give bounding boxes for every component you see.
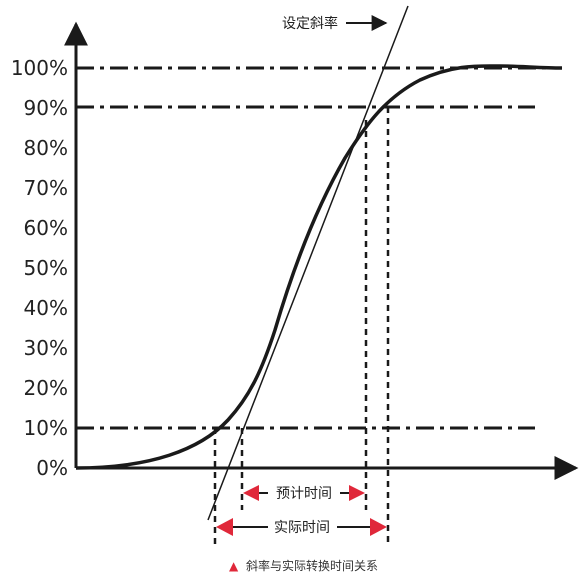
caption: ▲ 斜率与实际转换时间关系 (229, 558, 378, 573)
set-slope-annotation: 设定斜率 (282, 15, 388, 32)
y-tick-label-90: 90% (24, 96, 68, 120)
caption-marker: ▲ (229, 559, 239, 573)
y-tick-label-40: 40% (24, 296, 68, 320)
y-tick-label-80: 80% (24, 136, 68, 160)
expected-time-right-arrow (349, 485, 365, 501)
y-tick-label-10: 10% (24, 416, 68, 440)
y-tick-label-0: 0% (36, 456, 68, 480)
set-slope-line (207, 5, 409, 521)
y-tick-label-60: 60% (24, 216, 68, 240)
y-tick-labels: 0% 10% 20% 30% 40% 50% 60% 70% 80% 90% 1… (11, 56, 68, 480)
expected-time-label: 预计时间 (276, 486, 332, 502)
y-tick-label-30: 30% (24, 336, 68, 360)
y-tick-label-50: 50% (24, 256, 68, 280)
caption-text: 斜率与实际转换时间关系 (246, 558, 378, 573)
axes (64, 21, 579, 480)
actual-time-dimension: 实际时间 (216, 518, 387, 536)
set-slope-label: 设定斜率 (282, 15, 338, 32)
actual-time-label: 实际时间 (274, 520, 330, 536)
s-curve (75, 64, 563, 470)
expected-time-dimension: 预计时间 (243, 485, 365, 502)
time-marker-lines (213, 107, 390, 545)
actual-time-left-arrow (216, 518, 233, 536)
actual-time-right-arrow (370, 518, 387, 536)
reference-lines (76, 66, 562, 430)
y-tick-label-70: 70% (24, 176, 68, 200)
y-tick-label-20: 20% (24, 376, 68, 400)
y-tick-label-100: 100% (11, 56, 68, 80)
expected-time-left-arrow (243, 485, 259, 501)
